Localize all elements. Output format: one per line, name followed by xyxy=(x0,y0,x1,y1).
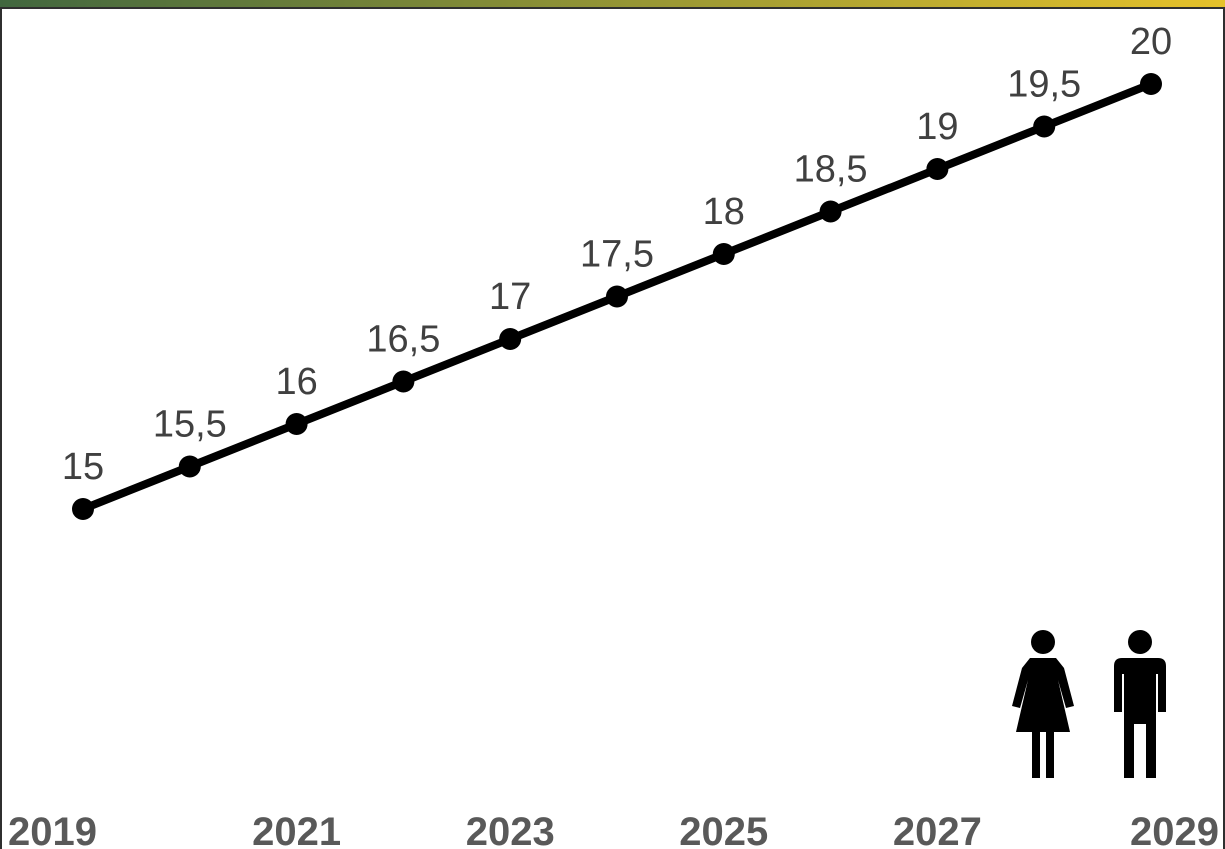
data-label: 16,5 xyxy=(366,319,440,361)
data-label: 19,5 xyxy=(1007,64,1081,106)
data-label: 15,5 xyxy=(153,404,227,446)
data-label: 18,5 xyxy=(794,149,868,191)
x-axis-tick-label: 2029 xyxy=(1130,810,1219,849)
data-label: 15 xyxy=(62,446,104,488)
data-point xyxy=(1033,115,1056,138)
data-label: 19 xyxy=(916,106,958,148)
series-layer xyxy=(72,73,1162,520)
data-label: 18 xyxy=(703,191,745,233)
data-label: 17,5 xyxy=(580,234,654,276)
data-label-layer: 15 15,5 16 16,5 17 17,5 18 18,5 19 19,5 20 xyxy=(62,21,1172,488)
data-point xyxy=(499,328,522,350)
x-axis-tick-label: 2021 xyxy=(252,810,341,849)
data-label: 16 xyxy=(275,361,317,403)
data-point xyxy=(285,413,308,435)
x-axis-tick-label: 2025 xyxy=(679,810,768,849)
x-axis-tick-layer: 2019 2021 2023 2025 2027 2029 xyxy=(8,810,1219,849)
header-gradient-bar xyxy=(0,0,1225,9)
data-point xyxy=(606,285,628,308)
x-axis-tick-label: 2019 xyxy=(8,810,97,849)
x-axis-tick-label: 2027 xyxy=(893,810,982,849)
data-point xyxy=(178,455,201,478)
data-point xyxy=(712,243,735,265)
data-point xyxy=(72,498,94,520)
data-point xyxy=(926,158,949,180)
data-label: 17 xyxy=(489,276,531,318)
data-label: 20 xyxy=(1130,21,1172,63)
man-icon xyxy=(1114,630,1166,778)
data-point xyxy=(1140,73,1162,95)
data-point xyxy=(392,370,415,393)
data-point xyxy=(819,200,842,223)
woman-icon xyxy=(1012,630,1074,778)
x-axis-tick-label: 2023 xyxy=(466,810,555,849)
